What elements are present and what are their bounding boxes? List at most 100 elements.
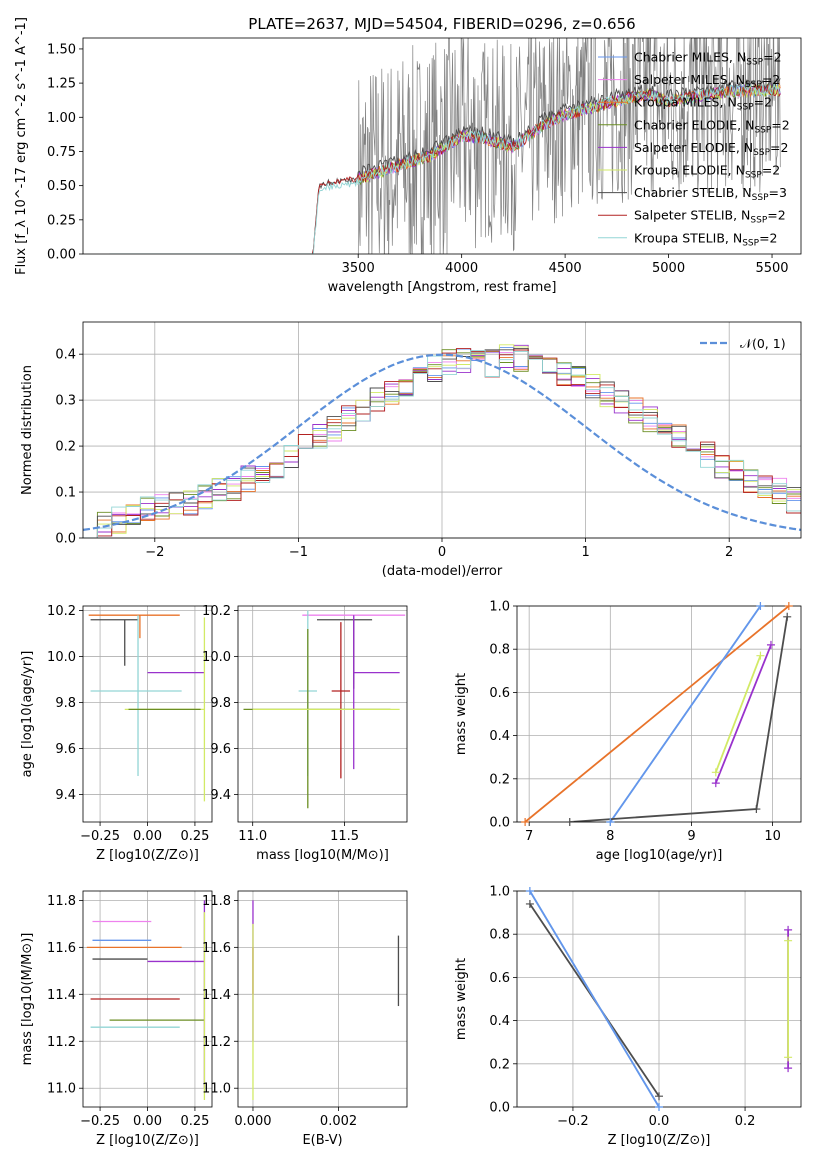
grid — [517, 605, 801, 823]
y-tick-label: 1.0 — [489, 600, 510, 615]
grid — [238, 891, 407, 1107]
legend-label: Salpeter STELIB, NSSP=2 — [634, 208, 786, 226]
legend-label: 𝒩(0, 1) — [740, 336, 786, 351]
axes-frame — [516, 605, 802, 823]
weight-marker — [565, 818, 574, 826]
x-tick-label: 10 — [764, 829, 781, 844]
errorbar-point — [353, 615, 400, 770]
axes-frame — [237, 890, 408, 1108]
x-tick-label: 0.00 — [133, 1114, 162, 1129]
legend-label: Chabrier MILES, NSSP=2 — [634, 50, 782, 68]
y-tick-label: 11.6 — [202, 941, 231, 956]
x-tick-label: 0.000 — [234, 1114, 271, 1129]
y-tick-label: 11.4 — [47, 988, 76, 1003]
weight-marker — [784, 925, 793, 934]
weight-marker — [711, 768, 720, 777]
weight-marker — [783, 612, 792, 621]
weight-marker — [525, 887, 534, 895]
y-tick-label: 1.50 — [47, 42, 76, 57]
weight-line — [714, 644, 772, 784]
errorbar-point — [90, 615, 182, 777]
histogram-kroupa-stelib — [83, 349, 801, 538]
weight-marker — [784, 1064, 793, 1073]
y-tick-label: 0.2 — [55, 440, 76, 455]
grid — [517, 890, 801, 1108]
x-tick-label: −0.2 — [557, 1114, 589, 1129]
weight-marker — [756, 651, 765, 660]
x-tick-label: 1 — [581, 545, 589, 560]
y-tick-label: 0.2 — [489, 772, 510, 787]
y-axis-label: mass weight — [454, 958, 469, 1040]
axes-frame — [82, 37, 802, 255]
y-tick-label: 9.6 — [210, 742, 231, 757]
y-tick-label: 0.8 — [489, 643, 510, 658]
y-tick-label: 0.8 — [489, 928, 510, 943]
y-tick-label: 11.8 — [47, 894, 76, 909]
x-axis-label: (data-model)/error — [382, 564, 503, 579]
legend: 𝒩(0, 1) — [700, 336, 786, 351]
panel-age-vs-Z: −0.25 0.00 0.25 9.4 9.6 9.8 10.0 10.2 Z [log10(Z… — [20, 604, 213, 863]
y-tick-label: 11.0 — [47, 1082, 76, 1097]
y-tick-label: 9.4 — [210, 788, 231, 803]
x-axis-label: E(B-V) — [302, 1133, 342, 1148]
y-tick-label: 10.2 — [202, 604, 231, 619]
plot-area — [524, 606, 790, 822]
y-tick-label: 0.2 — [489, 1057, 510, 1072]
weight-marker — [655, 1092, 663, 1101]
y-tick-label: 10.0 — [202, 650, 231, 665]
grid — [238, 606, 407, 822]
y-tick-label: 11.4 — [202, 988, 231, 1003]
weight-marker — [655, 1103, 663, 1111]
x-tick-label: 0.25 — [180, 1114, 209, 1129]
model-salpeter-stelib — [109, 83, 781, 254]
y-tick-label: 11.2 — [47, 1035, 76, 1050]
legend-label: Kroupa ELODIE, NSSP=2 — [634, 163, 780, 181]
weight-line — [714, 655, 762, 773]
y-axis-label: mass weight — [454, 673, 469, 755]
y-tick-label: 0.25 — [47, 213, 76, 228]
panel-mass-vs-EBV: 0.000 0.002 11.0 11.2 11.4 11.6 11.8 E(B-V) — [202, 890, 408, 1148]
errorbar-point — [331, 622, 351, 779]
data-spectrum — [357, 38, 781, 254]
y-tick-label: 0.0 — [489, 816, 510, 831]
plot-area — [83, 344, 801, 538]
x-tick-label: −2 — [145, 545, 164, 560]
weight-line — [529, 891, 660, 1107]
y-tick-label: 11.6 — [47, 941, 76, 956]
legend-label: Salpeter ELODIE, NSSP=2 — [634, 140, 788, 158]
legend: Chabrier MILES, NSSP=2 Salpeter MILES, NS… — [598, 50, 790, 248]
x-axis-label: Z [log10(Z/Z⊙)] — [608, 1133, 711, 1148]
y-tick-label: 9.6 — [55, 742, 76, 757]
chart-title: PLATE=2637, MJD=54504, FIBERID=0296, z=0… — [248, 15, 635, 33]
panel-mass-vs-Z: −0.25 0.00 0.25 11.0 11.2 11.4 11.6 11.8 Z [log1… — [20, 890, 213, 1148]
plot-area — [529, 891, 789, 1107]
y-axis-label: Flux [f_λ 10^-17 erg cm^-2 s^-1 A^-1] — [14, 17, 29, 275]
grid — [83, 606, 212, 822]
x-tick-label: 0.2 — [735, 1114, 756, 1129]
weight-marker — [766, 640, 775, 649]
y-axis-label: age [log10(age/yr)] — [20, 651, 35, 778]
y-tick-label: 11.2 — [202, 1035, 231, 1050]
y-tick-label: 11.8 — [202, 894, 231, 909]
y-tick-label: 0.0 — [489, 1101, 510, 1116]
axes-frame — [237, 605, 408, 823]
x-tick-label: 0.00 — [133, 829, 162, 844]
y-tick-label: 0.00 — [47, 248, 76, 263]
panel-residuals: −2 −1 0 1 2 0.0 0.1 0.2 0.3 0.4 (data-model)/error… — [20, 321, 802, 579]
y-tick-label: 0.6 — [489, 971, 510, 986]
legend-label: Chabrier STELIB, NSSP=3 — [634, 185, 787, 203]
y-axis-label: Normed distribution — [20, 365, 35, 495]
weight-marker — [756, 602, 765, 610]
errorbar-point — [88, 614, 180, 639]
x-tick-label: 0.0 — [649, 1114, 670, 1129]
y-tick-label: 11.0 — [202, 1082, 231, 1097]
plot-area — [86, 900, 206, 1100]
weight-marker — [711, 779, 720, 788]
x-tick-label: 3500 — [342, 261, 375, 276]
weight-marker — [784, 602, 793, 610]
x-tick-label: 0.25 — [180, 829, 209, 844]
errorbar-point — [90, 619, 139, 666]
weight-marker — [606, 818, 615, 826]
y-tick-label: 9.8 — [55, 696, 76, 711]
x-tick-label: 2 — [725, 545, 733, 560]
